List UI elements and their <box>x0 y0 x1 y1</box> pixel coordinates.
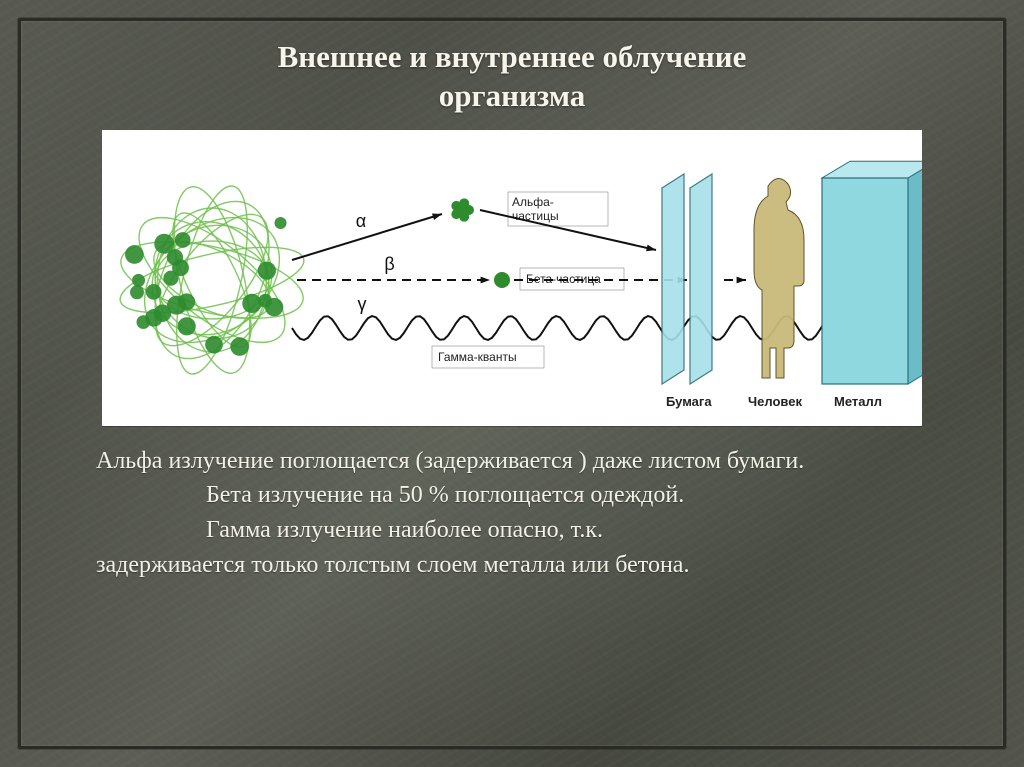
svg-text:Металл: Металл <box>834 394 882 409</box>
caption-gamma-2: задерживается только толстым слоем метал… <box>96 548 948 583</box>
radiation-diagram: αАльфа-частицыβБета-частицаγГамма-кванты… <box>102 130 922 426</box>
caption-gamma-1: Гамма излучение наиболее опасно, т.к. <box>96 513 948 548</box>
diagram-svg: αАльфа-частицыβБета-частицаγГамма-кванты… <box>102 130 922 426</box>
caption-gamma-text-1: Гамма излучение наиболее опасно, т.к. <box>206 517 603 543</box>
svg-text:α: α <box>356 211 366 231</box>
title-line-2: организма <box>439 78 585 113</box>
svg-text:Гамма-кванты: Гамма-кванты <box>438 350 517 364</box>
svg-text:Бумага: Бумага <box>666 394 712 409</box>
svg-text:Человек: Человек <box>748 394 802 409</box>
svg-text:частицы: частицы <box>512 209 559 223</box>
svg-text:γ: γ <box>358 294 367 314</box>
slide-content: Внешнее и внутреннее облучение организма… <box>18 18 1006 749</box>
svg-text:Альфа-: Альфа- <box>512 195 554 209</box>
caption-beta: Бета излучение на 50 % поглощается одежд… <box>96 478 948 513</box>
caption-block: Альфа излучение поглощается (задерживает… <box>96 444 948 583</box>
title-line-1: Внешнее и внутреннее облучение <box>278 39 747 74</box>
slide-title: Внешнее и внутреннее облучение организма <box>86 38 938 116</box>
svg-text:β: β <box>384 254 394 274</box>
caption-alpha: Альфа излучение поглощается (задерживает… <box>96 444 948 479</box>
caption-beta-text: Бета излучение на 50 % поглощается одежд… <box>206 482 684 508</box>
